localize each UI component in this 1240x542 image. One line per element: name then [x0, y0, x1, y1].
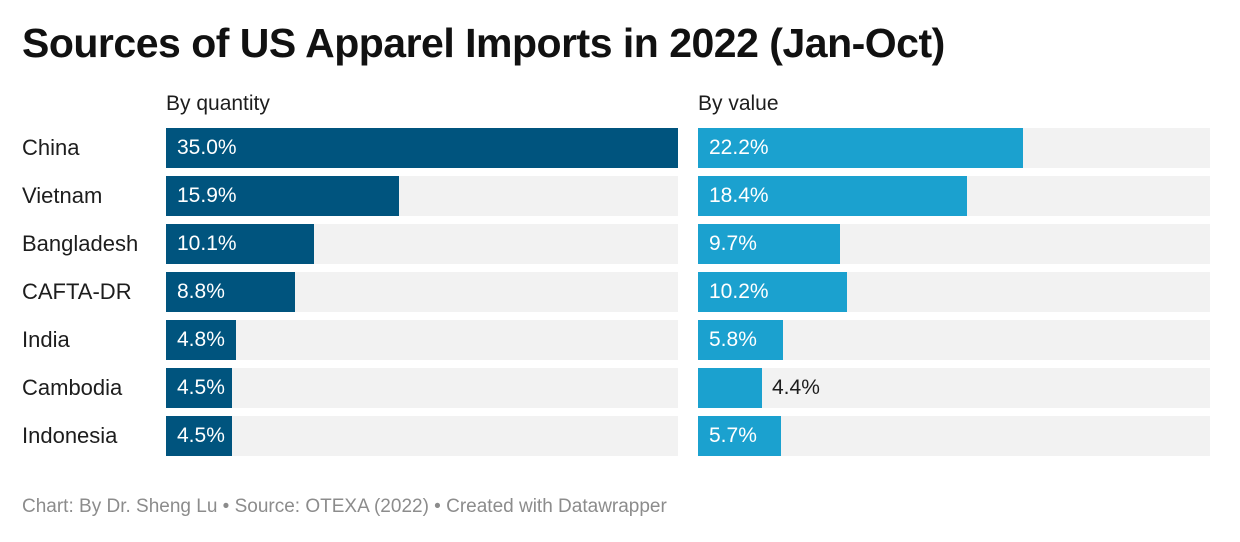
bar-track: 5.7%: [698, 416, 1210, 456]
category-label-bangladesh: Bangladesh: [22, 231, 139, 256]
bar-track: 35.0%: [166, 128, 678, 168]
bar-track: 8.8%: [166, 272, 678, 312]
category-label-cafta-dr: CAFTA-DR: [22, 279, 132, 304]
bar-by-value-cambodia: [698, 368, 762, 408]
data-label-by-value-cambodia: 4.4%: [772, 376, 820, 399]
data-label-by-value-indonesia: 5.7%: [709, 424, 757, 447]
bar-by-quantity-cambodia: [166, 368, 232, 408]
bar-track: 4.5%: [166, 416, 678, 456]
data-label-by-value-vietnam: 18.4%: [709, 184, 769, 207]
data-label-by-value-bangladesh: 9.7%: [709, 232, 757, 255]
data-label-by-quantity-bangladesh: 10.1%: [177, 232, 237, 255]
data-label-by-quantity-indonesia: 4.5%: [177, 424, 225, 447]
chart-title: Sources of US Apparel Imports in 2022 (J…: [22, 20, 945, 66]
bar-track: 4.8%: [166, 320, 678, 360]
bar-by-value-bangladesh: [698, 224, 840, 264]
data-label-by-value-india: 5.8%: [709, 328, 757, 351]
bar-by-value-indonesia: [698, 416, 781, 456]
bar-track: 5.8%: [698, 320, 1210, 360]
category-label-china: China: [22, 135, 80, 160]
data-label-by-quantity-cafta-dr: 8.8%: [177, 280, 225, 303]
bar-track: 22.2%: [698, 128, 1210, 168]
bar-by-value-vietnam: [698, 176, 967, 216]
panel-header-by-quantity: By quantity: [166, 92, 270, 115]
category-label-india: India: [22, 327, 70, 352]
bar-by-quantity-cafta-dr: [166, 272, 295, 312]
bar-track: 18.4%: [698, 176, 1210, 216]
bar-track: 4.5%: [166, 368, 678, 408]
bar-by-quantity-indonesia: [166, 416, 232, 456]
bar-track: 10.1%: [166, 224, 678, 264]
bar-by-value-india: [698, 320, 783, 360]
data-label-by-value-cafta-dr: 10.2%: [709, 280, 769, 303]
bar-by-quantity-india: [166, 320, 236, 360]
chart-footer: Chart: By Dr. Sheng Lu • Source: OTEXA (…: [22, 496, 667, 517]
data-label-by-value-china: 22.2%: [709, 136, 769, 159]
data-label-by-quantity-vietnam: 15.9%: [177, 184, 237, 207]
data-label-by-quantity-china: 35.0%: [177, 136, 237, 159]
category-label-indonesia: Indonesia: [22, 423, 118, 448]
bar-track: 15.9%: [166, 176, 678, 216]
panel-header-by-value: By value: [698, 92, 779, 115]
bar-by-value-china: [698, 128, 1023, 168]
bar-by-quantity-bangladesh: [166, 224, 314, 264]
data-label-by-quantity-india: 4.8%: [177, 328, 225, 351]
category-label-cambodia: Cambodia: [22, 375, 123, 400]
bar-track: 9.7%: [698, 224, 1210, 264]
bar-by-quantity-vietnam: [166, 176, 399, 216]
bar-by-value-cafta-dr: [698, 272, 847, 312]
data-label-by-quantity-cambodia: 4.5%: [177, 376, 225, 399]
bar-track: 4.4%: [698, 368, 1210, 408]
bar-track: 10.2%: [698, 272, 1210, 312]
category-label-vietnam: Vietnam: [22, 183, 103, 208]
bar-by-quantity-china: [166, 128, 678, 168]
